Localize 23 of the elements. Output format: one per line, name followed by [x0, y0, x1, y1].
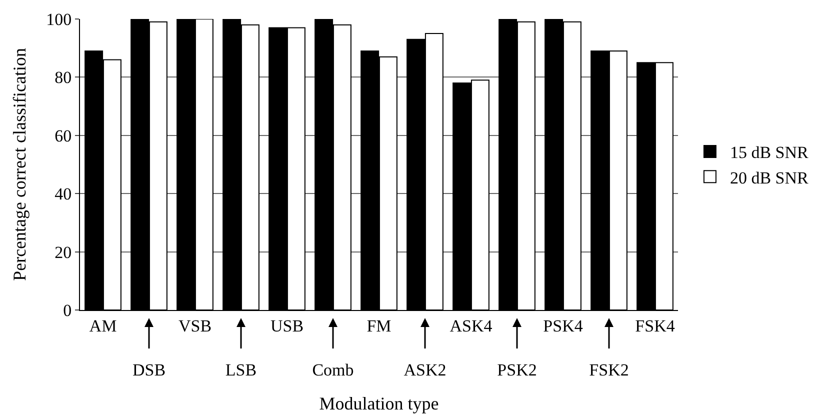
x-tick-label: USB — [270, 316, 304, 336]
x-tick-label: VSB — [178, 316, 212, 336]
x-tick-label: Comb — [312, 360, 354, 380]
x-tick-label: ASK2 — [404, 360, 446, 380]
x-axis-title: Modulation type — [319, 394, 439, 414]
y-tick-label: 0 — [63, 300, 72, 320]
x-tick-label: LSB — [225, 360, 257, 380]
y-tick-label: 40 — [54, 184, 72, 204]
x-tick-label: FSK4 — [635, 316, 676, 336]
x-tick-label: FSK2 — [589, 360, 629, 380]
x-tick-label: PSK2 — [497, 360, 537, 380]
legend-label: 20 dB SNR — [730, 168, 810, 188]
x-tick-label: ASK4 — [450, 316, 493, 336]
x-tick-label: PSK4 — [543, 316, 584, 336]
y-tick-label: 20 — [54, 242, 72, 262]
y-tick-label: 80 — [54, 68, 72, 88]
legend-label: 15 dB SNR — [730, 143, 810, 162]
x-tick-label: DSB — [132, 360, 166, 380]
y-tick-label: 100 — [46, 10, 72, 29]
y-axis-title: Percentage correct classification — [9, 48, 30, 281]
x-tick-label: FM — [366, 316, 392, 336]
x-tick-label: AM — [89, 316, 117, 336]
y-tick-label: 60 — [54, 126, 72, 146]
